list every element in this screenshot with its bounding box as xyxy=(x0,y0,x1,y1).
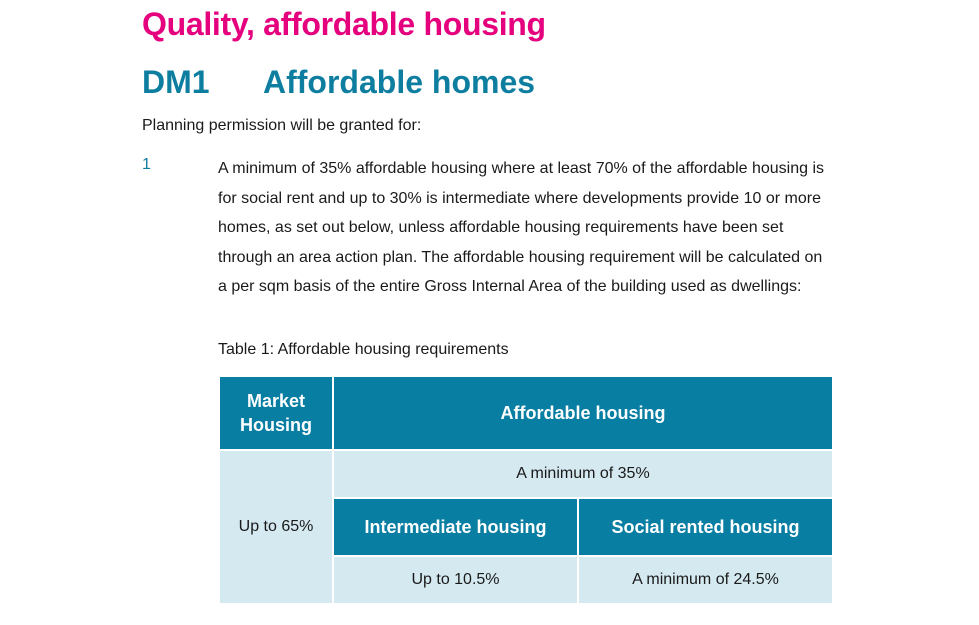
affordable-housing-table: Market Housing Affordable housing Up to … xyxy=(218,375,834,605)
clause-text: A minimum of 35% affordable housing wher… xyxy=(218,160,825,295)
policy-code: DM1 xyxy=(142,64,210,100)
affordable-minimum-value: A minimum of 35% xyxy=(332,449,834,499)
intermediate-housing-value: Up to 10.5% xyxy=(332,555,579,605)
market-header-line: Housing xyxy=(240,415,312,435)
market-housing-value: Up to 65% xyxy=(218,449,334,605)
intermediate-housing-header: Intermediate housing xyxy=(332,497,579,557)
clause-number: 1 xyxy=(142,156,151,173)
market-header-line: Market xyxy=(246,391,306,411)
table-row: Up to 65% A minimum of 35% xyxy=(218,449,834,605)
policy-title: Affordable homes xyxy=(263,64,536,100)
table-row: Market Housing Affordable housing xyxy=(218,375,834,451)
section-heading: Quality, affordable housing xyxy=(142,6,546,42)
table-row: Intermediate housing Social rented housi… xyxy=(219,497,834,557)
table-caption: Table 1: Affordable housing requirements xyxy=(218,341,509,358)
social-rented-housing-header: Social rented housing xyxy=(577,497,834,557)
market-housing-header: Market Housing xyxy=(218,375,334,451)
affordable-housing-header: Affordable housing xyxy=(332,375,834,451)
policy-heading: DM1 Affordable homes xyxy=(142,64,535,101)
intro-text: Planning permission will be granted for: xyxy=(142,117,422,134)
social-rented-housing-value: A minimum of 24.5% xyxy=(577,555,834,605)
table-row: Up to 10.5% A minimum of 24.5% xyxy=(219,555,834,605)
